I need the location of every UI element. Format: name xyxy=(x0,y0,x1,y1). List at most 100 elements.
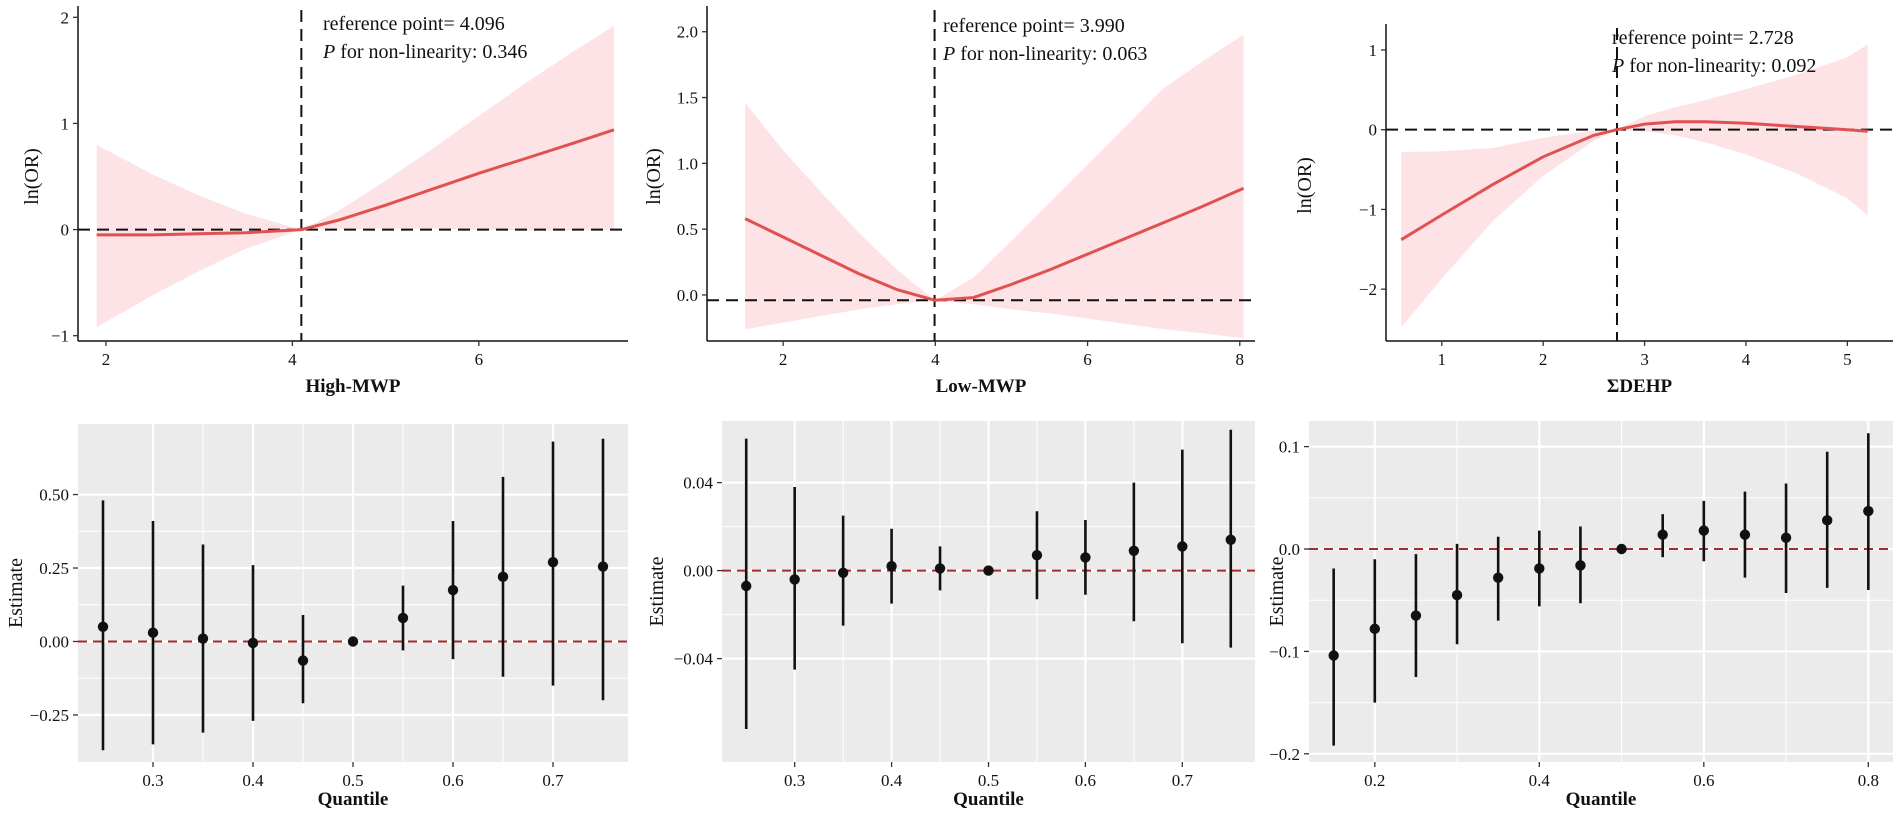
reference-point-annotation: reference point= 2.728 xyxy=(1612,27,1794,49)
y-tick-label: 0.0 xyxy=(677,286,698,305)
qgc-high-mwp-panel: Quantile 0.3 0.4 0.5 0.6 0.7 −0.25 0.00 0.25 0.50… xyxy=(5,424,628,810)
p-value-text: for non-linearity: 0.346 xyxy=(335,41,527,63)
x-tick-label: 0.8 xyxy=(1858,771,1879,790)
x-axis-label: Quantile xyxy=(318,789,389,810)
estimate-point xyxy=(97,621,109,632)
panel-background xyxy=(1309,421,1893,762)
x-tick-label: 3 xyxy=(1640,350,1649,369)
estimate-point xyxy=(1031,550,1043,561)
x-axis-label: High-MWP xyxy=(306,376,401,397)
x-tick-label: 0.6 xyxy=(442,771,463,790)
p-value-text: for non-linearity: 0.092 xyxy=(1624,55,1816,77)
qgc-low-mwp-panel: Quantile 0.3 0.4 0.5 0.6 0.7 −0.04 0.00 0.04 Esti… xyxy=(646,421,1255,810)
rcs-sum-dehp-panel: reference point= 2.728 P for non-linearit… xyxy=(1294,24,1893,397)
nonlinearity-annotation: P for non-linearity: 0.092 xyxy=(1611,55,1816,77)
x-tick-label: 2 xyxy=(1539,350,1548,369)
estimate-point xyxy=(983,565,994,576)
p-value-text: for non-linearity: 0.063 xyxy=(955,43,1147,65)
y-tick-label: −0.1 xyxy=(1269,642,1300,661)
y-tick-label: 1 xyxy=(61,114,70,133)
estimate-point xyxy=(347,636,359,647)
y-tick-label: 0.00 xyxy=(683,562,713,581)
qgc-sum-dehp-panel: Quantile 0.2 0.4 0.6 0.8 −0.2 −0.1 0.0 0.1 Estima… xyxy=(1266,421,1893,810)
x-tick-label: 0.3 xyxy=(142,771,163,790)
y-tick-label: 0 xyxy=(61,221,70,240)
estimate-point xyxy=(197,633,209,644)
estimate-point xyxy=(1534,563,1545,574)
y-tick-label: 0.5 xyxy=(677,220,698,239)
estimate-point xyxy=(1128,545,1140,556)
confidence-band xyxy=(745,34,1244,339)
confidence-band xyxy=(1401,44,1868,328)
estimate-point xyxy=(1657,529,1668,540)
x-tick-label: 0.5 xyxy=(978,771,999,790)
y-tick-label: 1.0 xyxy=(677,154,698,173)
y-tick-label: −0.25 xyxy=(30,706,69,725)
estimate-point xyxy=(1328,650,1339,661)
x-tick-label: 0.7 xyxy=(542,771,564,790)
x-tick-label: 0.6 xyxy=(1693,771,1714,790)
x-tick-label: 8 xyxy=(1236,350,1245,369)
reference-point-annotation: reference point= 3.990 xyxy=(943,15,1125,37)
x-tick-label: 6 xyxy=(1083,350,1092,369)
y-tick-label: 0.50 xyxy=(39,486,69,505)
y-tick-label: 0.04 xyxy=(683,474,713,493)
estimate-point xyxy=(147,627,159,638)
estimate-point xyxy=(1369,623,1381,635)
estimate-point xyxy=(1780,532,1792,543)
y-axis-label: Estimate xyxy=(5,558,27,628)
fitted-curve xyxy=(96,128,615,237)
estimate-point xyxy=(837,567,849,578)
x-axis-label: Quantile xyxy=(953,789,1024,810)
x-axis-label: Quantile xyxy=(1566,789,1637,810)
estimate-point xyxy=(1451,589,1463,601)
x-tick-label: 0.4 xyxy=(1529,771,1551,790)
y-tick-label: 0.00 xyxy=(39,632,69,651)
x-tick-label: 0.4 xyxy=(881,771,903,790)
estimate-point xyxy=(741,580,752,592)
x-tick-label: 6 xyxy=(475,350,484,369)
estimate-point xyxy=(447,584,459,596)
x-tick-label: 0.5 xyxy=(342,771,363,790)
y-tick-label: −0.04 xyxy=(674,650,714,669)
estimate-point xyxy=(1225,534,1236,545)
y-tick-label: −1 xyxy=(51,327,69,346)
p-label: P xyxy=(1611,55,1624,77)
y-tick-label: 0.1 xyxy=(1279,438,1300,457)
estimate-point xyxy=(886,561,897,572)
nonlinearity-annotation: P for non-linearity: 0.346 xyxy=(322,41,527,63)
x-tick-label: 4 xyxy=(288,350,297,369)
p-label: P xyxy=(942,43,955,65)
y-axis-label: ln(OR) xyxy=(21,148,43,205)
estimate-point xyxy=(1080,552,1091,563)
x-tick-label: 0.7 xyxy=(1172,771,1194,790)
x-axis-label: Low-MWP xyxy=(936,376,1027,397)
estimate-point xyxy=(297,655,309,666)
x-tick-label: 0.6 xyxy=(1075,771,1096,790)
y-tick-label: −2 xyxy=(1359,280,1377,299)
fitted-curve xyxy=(744,186,1245,302)
estimate-point xyxy=(1739,529,1751,540)
y-tick-label: 0.25 xyxy=(39,559,69,578)
y-tick-label: 1 xyxy=(1369,41,1378,60)
estimate-point xyxy=(1575,560,1586,571)
estimate-point xyxy=(934,563,946,574)
x-tick-label: 2 xyxy=(779,350,788,369)
rcs-low-mwp-panel: reference point= 3.990 P for non-linearit… xyxy=(643,6,1255,397)
reference-point-annotation: reference point= 4.096 xyxy=(323,13,505,35)
y-tick-label: −1 xyxy=(1359,200,1377,219)
estimate-point xyxy=(1410,610,1422,621)
x-tick-label: 0.3 xyxy=(784,771,805,790)
x-tick-label: 0.2 xyxy=(1364,771,1385,790)
fitted-curve xyxy=(1400,120,1868,241)
estimate-point xyxy=(1821,515,1833,526)
estimate-point xyxy=(1177,541,1188,552)
estimate-point xyxy=(1492,572,1504,583)
y-axis-label: Estimate xyxy=(1266,556,1288,626)
y-tick-label: 0 xyxy=(1369,121,1378,140)
estimate-point xyxy=(1698,525,1710,536)
y-tick-label: −0.2 xyxy=(1269,745,1300,764)
y-axis-label: ln(OR) xyxy=(643,148,665,205)
estimate-point xyxy=(247,637,259,649)
